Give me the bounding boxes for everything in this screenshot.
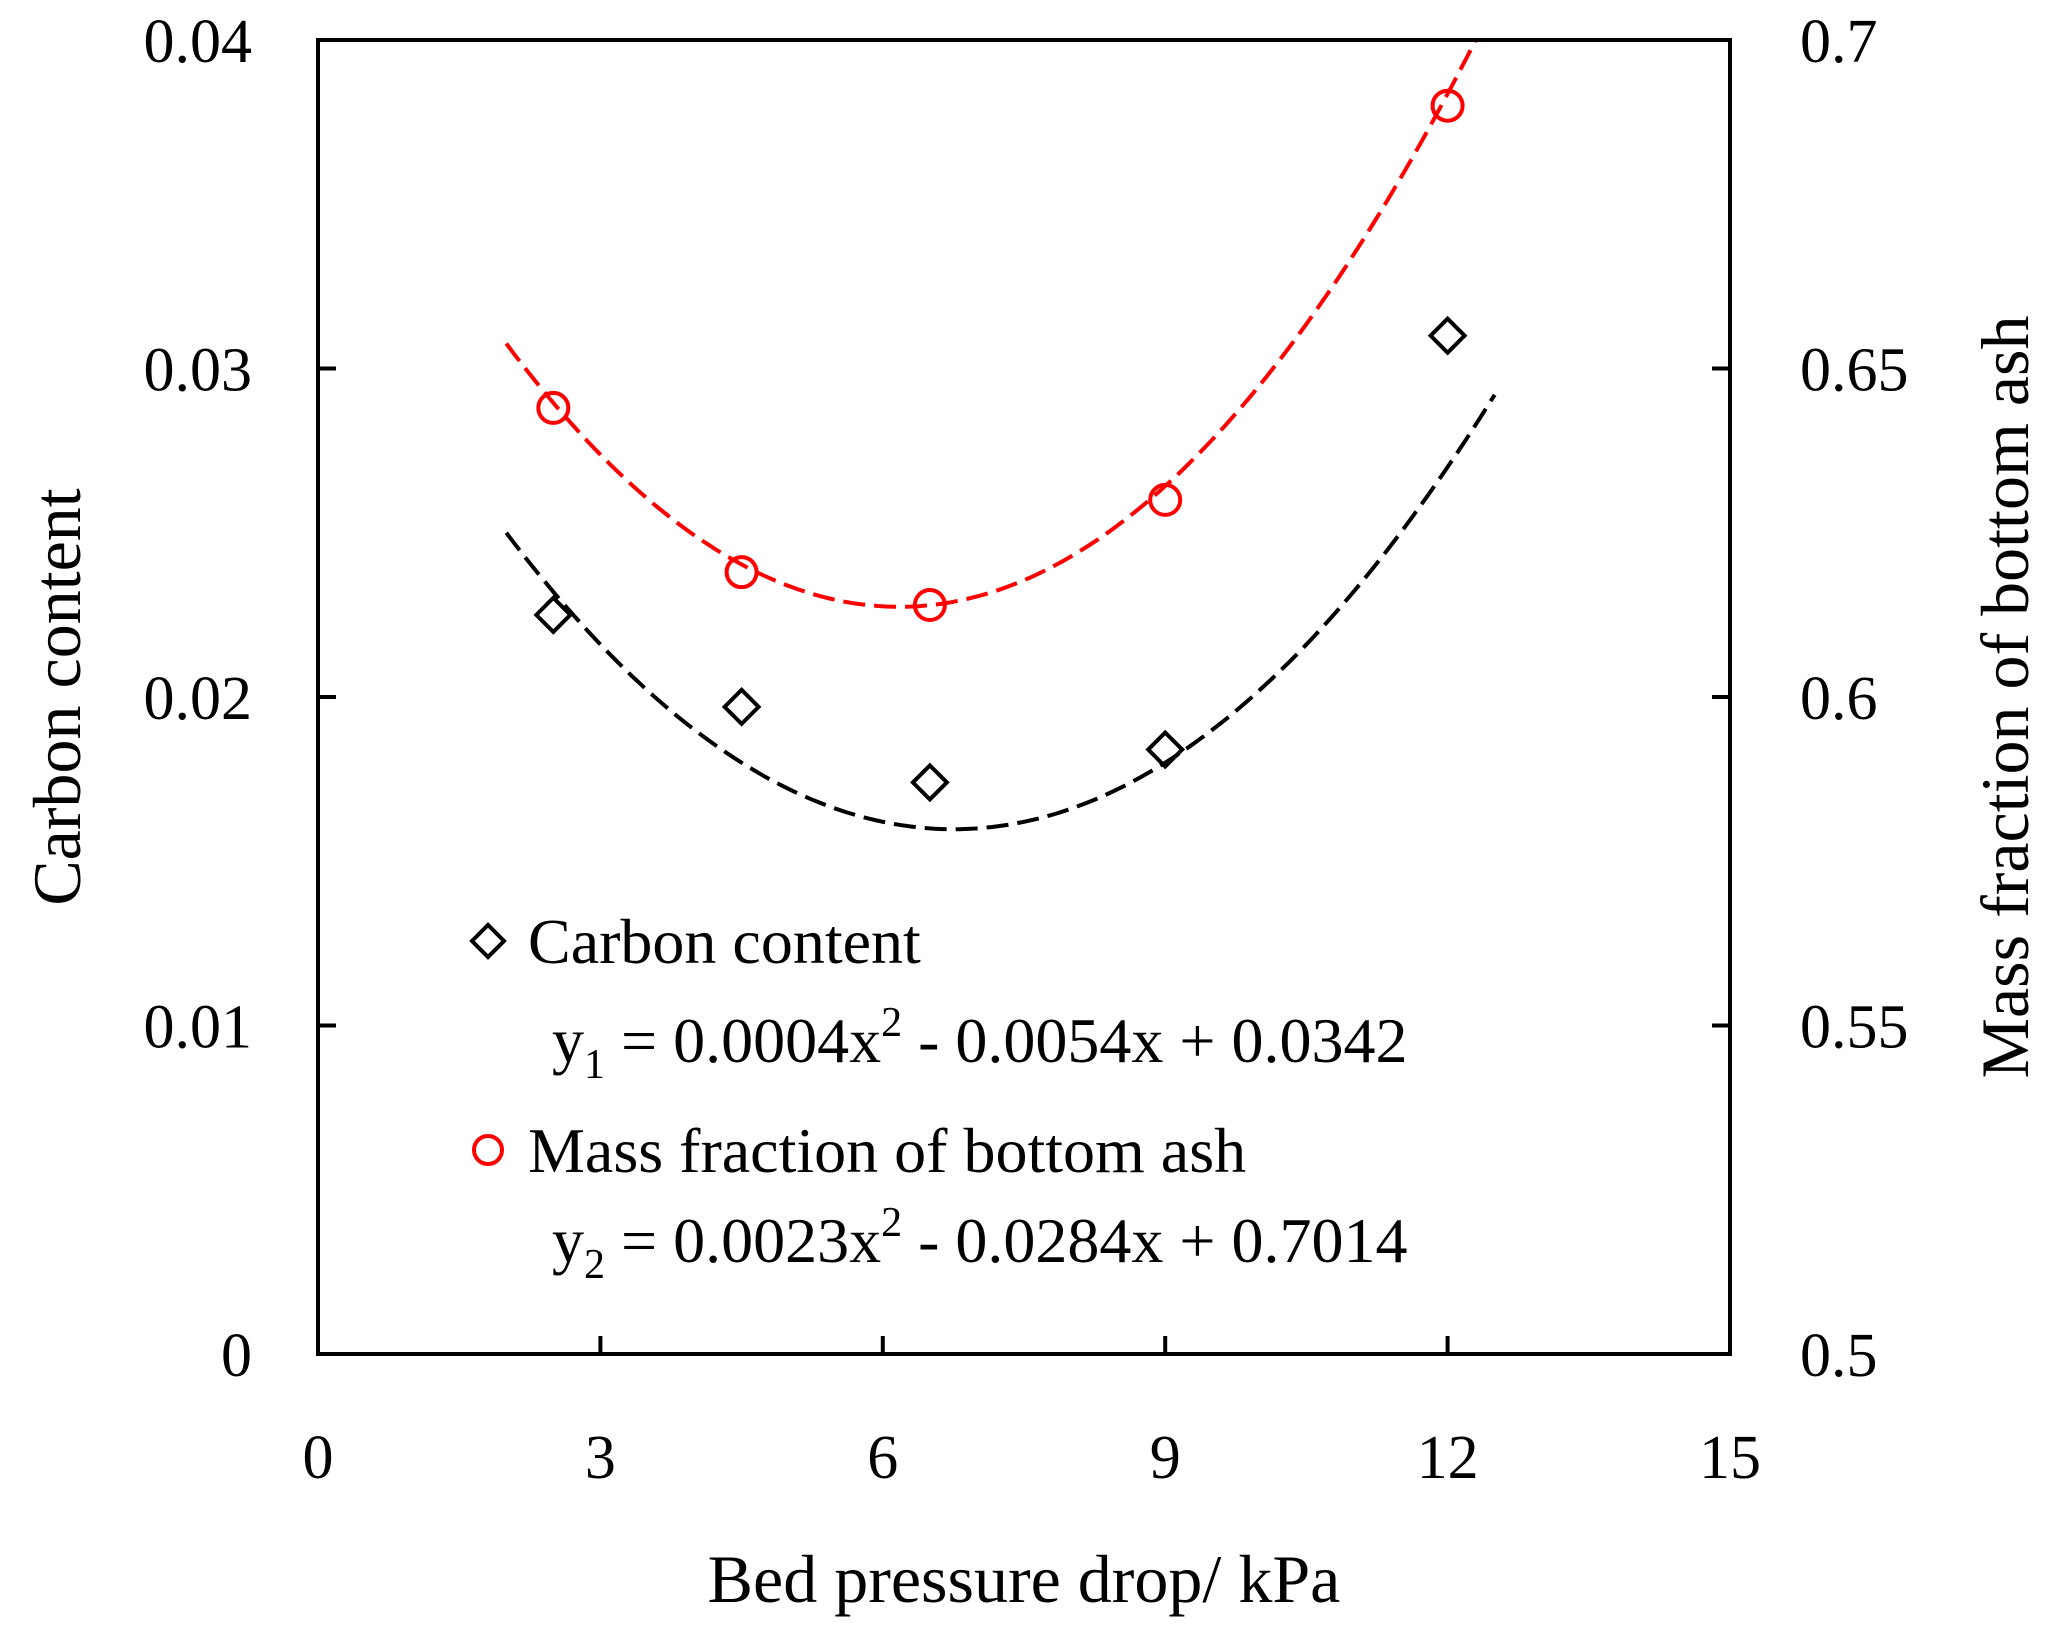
x-tick-label: 0 — [303, 1424, 334, 1492]
y-axis-right: 0.5 0.55 0.6 0.65 0.7 — [1712, 8, 1909, 1390]
fit-curves — [504, 38, 1497, 832]
x-tick-label: 3 — [585, 1424, 616, 1492]
carbon-content-point — [910, 762, 950, 803]
y-axis-left: 0 0.01 0.02 0.03 0.04 — [144, 8, 336, 1390]
x-tick-label: 15 — [1699, 1424, 1761, 1492]
bottom-ash-point — [1148, 482, 1183, 517]
y-tick-label: 0.03 — [144, 337, 253, 405]
carbon-content-point — [1145, 729, 1186, 770]
y2-tick-label: 0.6 — [1800, 665, 1878, 733]
legend-marker-bottom-ash — [472, 1134, 504, 1166]
carbon-content-point — [1427, 315, 1468, 356]
x-tick-label: 12 — [1417, 1424, 1479, 1492]
x-tick-label: 9 — [1150, 1424, 1181, 1492]
y2-tick-label: 0.55 — [1800, 994, 1909, 1062]
x-axis-title: Bed pressure drop/ kPa — [708, 1541, 1341, 1617]
carbon-content-point — [721, 687, 762, 727]
bottom-ash-point — [536, 390, 571, 425]
equation-bottom-ash: y2 = 0.0023x2 - 0.0284x + 0.7014 — [552, 1200, 1408, 1288]
fit-curve-bottom-ash — [504, 38, 1478, 609]
y2-axis-title: Mass fraction of bottom ash — [1967, 316, 2043, 1079]
y2-tick-label: 0.65 — [1800, 337, 1909, 405]
legend-marker-carbon-content — [469, 922, 507, 960]
y2-tick-label: 0.7 — [1800, 8, 1878, 76]
bottom-ash-point — [1430, 88, 1465, 123]
y-tick-label: 0 — [221, 1322, 252, 1390]
y-tick-label: 0.04 — [144, 8, 253, 76]
legend-label-carbon-content: Carbon content — [528, 906, 921, 977]
equation-carbon-content: y1 = 0.0004x2 - 0.0054x + 0.0342 — [552, 1000, 1408, 1088]
legend-label-bottom-ash: Mass fraction of bottom ash — [528, 1115, 1246, 1186]
y-tick-label: 0.01 — [144, 994, 253, 1062]
data-points — [533, 88, 1468, 803]
x-tick-label: 6 — [867, 1424, 898, 1492]
legend: Carbon content y1 = 0.0004x2 - 0.0054x +… — [469, 906, 1408, 1288]
fit-curve-carbon-content — [504, 393, 1497, 832]
y-tick-label: 0.02 — [144, 665, 253, 733]
bottom-ash-point — [724, 555, 759, 590]
bottom-ash-point — [912, 588, 947, 623]
y2-tick-label: 0.5 — [1800, 1322, 1878, 1390]
carbon-content-point — [533, 595, 574, 635]
x-axis: 0 3 6 9 12 15 — [303, 1336, 1761, 1492]
y-axis-title: Carbon content — [19, 488, 95, 905]
